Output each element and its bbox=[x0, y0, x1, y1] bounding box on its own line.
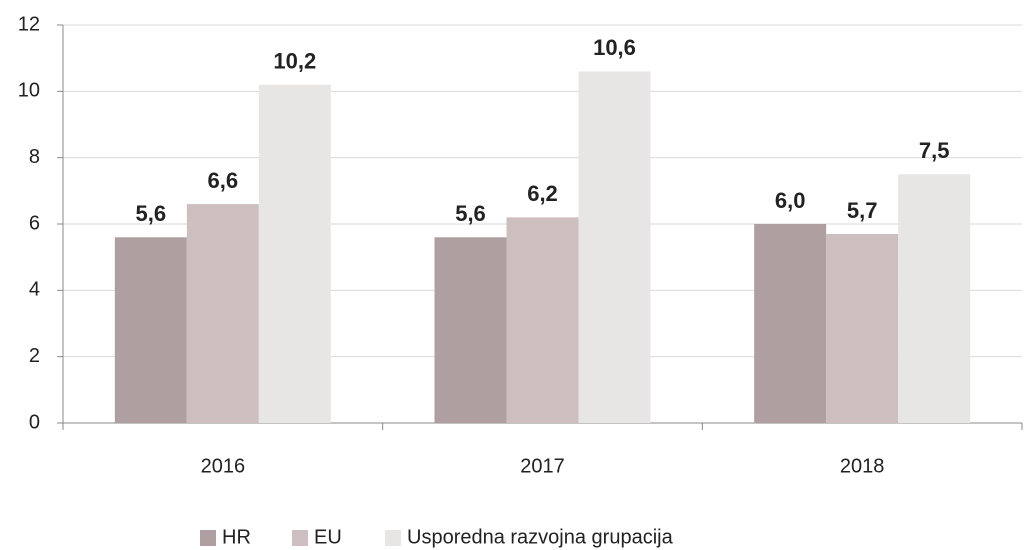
value-label: 5,7 bbox=[847, 198, 878, 223]
y-tick-label: 0 bbox=[29, 411, 40, 433]
bar bbox=[506, 217, 579, 423]
value-label: 6,2 bbox=[527, 181, 558, 206]
y-tick-label: 12 bbox=[18, 13, 40, 35]
value-label: 6,6 bbox=[208, 168, 239, 193]
legend-label: Usporedna razvojna grupacija bbox=[407, 526, 674, 548]
y-tick-label: 10 bbox=[18, 80, 40, 102]
value-label: 5,6 bbox=[136, 201, 167, 226]
value-label: 10,2 bbox=[273, 49, 316, 74]
legend-label: EU bbox=[314, 526, 342, 548]
value-label: 10,6 bbox=[593, 35, 636, 60]
x-tick-label: 2018 bbox=[840, 455, 885, 477]
y-tick-label: 8 bbox=[29, 146, 40, 168]
legend-swatch bbox=[385, 530, 401, 546]
value-label: 7,5 bbox=[919, 138, 950, 163]
x-tick-label: 2016 bbox=[201, 455, 246, 477]
bar bbox=[754, 224, 827, 423]
bar bbox=[258, 84, 331, 423]
value-label: 6,0 bbox=[775, 188, 806, 213]
bar bbox=[578, 71, 651, 423]
y-tick-label: 2 bbox=[29, 345, 40, 367]
y-tick-label: 4 bbox=[29, 279, 40, 301]
y-tick-label: 6 bbox=[29, 212, 40, 234]
bar bbox=[186, 204, 259, 423]
value-label: 5,6 bbox=[455, 201, 486, 226]
bar bbox=[434, 237, 507, 423]
legend-swatch bbox=[292, 530, 308, 546]
bar bbox=[826, 233, 899, 423]
bar bbox=[898, 174, 971, 423]
bar bbox=[114, 237, 187, 423]
legend-label: HR bbox=[222, 526, 251, 548]
x-tick-label: 2017 bbox=[520, 455, 565, 477]
legend-swatch bbox=[200, 530, 216, 546]
